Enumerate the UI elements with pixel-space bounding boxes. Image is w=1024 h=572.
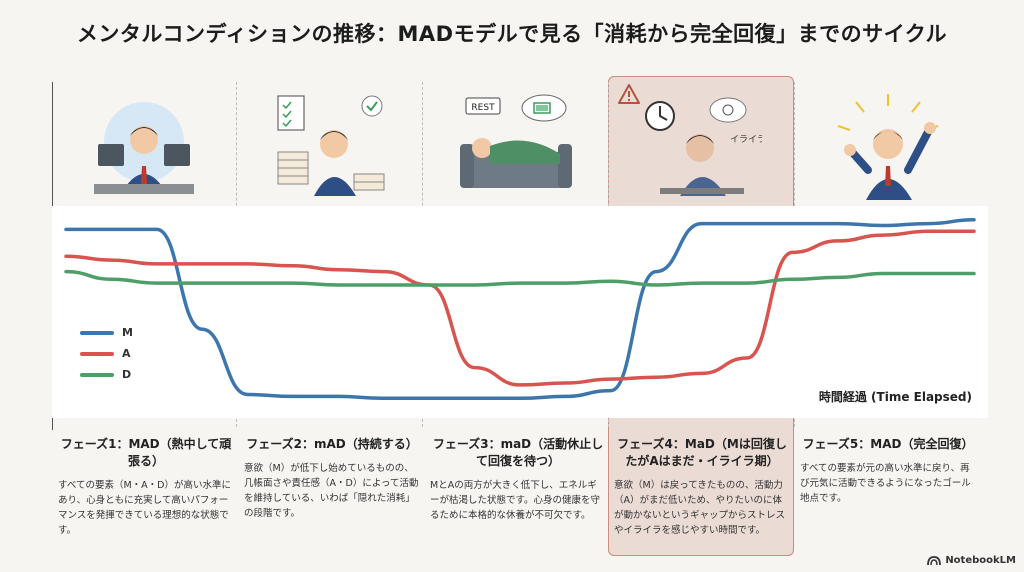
legend-label-a: A	[122, 347, 131, 360]
phase-2: フェーズ2：mAD（持続する） 意欲（M）が低下し始めているものの、几帳面さや責…	[244, 436, 420, 521]
notebooklm-logo-icon	[927, 555, 942, 565]
irritation-word: イライラ	[730, 134, 762, 145]
chart-legend: M A D	[80, 322, 133, 385]
phase-title: フェーズ3：maD（活動休止して回復を待つ）	[432, 437, 604, 468]
x-axis-label: 時間経過 (Time Elapsed)	[819, 388, 972, 405]
phase-3: フェーズ3：maD（活動休止して回復を待つ） MとAの両方が大きく低下し、エネル…	[430, 436, 606, 523]
phase-description: すべての要素（M・A・D）が高い水準にあり、心身ともに充実して高いパフォーマンス…	[58, 480, 231, 536]
legend-swatch-m	[80, 330, 114, 335]
phase-4: フェーズ4：MaD（Mは回復したがAはまだ・イライラ期） 意欲（M）は戻ってきた…	[614, 436, 790, 538]
x-axis-label-main: 時間経過 (Time Elapsed)	[818, 390, 972, 404]
phase-description: 意欲（M）が低下し始めているものの、几帳面さや責任感（A・D）によって活動を維持…	[244, 463, 419, 519]
focused-worker-illustration	[94, 102, 194, 194]
series-line-d	[64, 269, 976, 287]
phase-description: 意欲（M）は戻ってきたものの、活動力（A）がまだ低いため、やりたいのに体が動かな…	[614, 480, 786, 536]
warning-icon	[618, 84, 640, 104]
phase-1: フェーズ1：MAD（熱中して頑張る） すべての要素（M・A・D）が高い水準にあり…	[58, 436, 234, 538]
legend-item-a: A	[80, 343, 133, 364]
series-line-m	[64, 218, 976, 401]
brand-watermark: NotebookLM	[927, 555, 1016, 566]
legend-item-d: D	[80, 364, 133, 385]
phase-title: フェーズ4：MaD（Mは回復したがAはまだ・イライラ期）	[617, 437, 787, 468]
phase-description: すべての要素が元の高い水準に戻り、再び元気に活動できるようになったゴール地点です…	[800, 463, 971, 504]
rest-sign-text: REST	[471, 103, 495, 113]
legend-swatch-d	[80, 372, 114, 377]
celebrating-worker-illustration	[837, 94, 939, 200]
phase-title: フェーズ1：MAD（熱中して頑張る）	[60, 437, 232, 468]
phase-title: フェーズ5：MAD（完全回復）	[802, 437, 974, 451]
page-title: メンタルコンディションの推移：MADモデルで見る「消耗から完全回復」までのサイク…	[76, 22, 948, 46]
brand-name: NotebookLM	[945, 555, 1016, 566]
irritated-worker-illustration: イライラ	[645, 97, 762, 196]
resting-on-sofa-illustration: REST	[460, 94, 572, 188]
paperwork-worker-illustration	[277, 95, 385, 196]
legend-label-d: D	[122, 368, 132, 381]
legend-swatch-a	[80, 351, 114, 356]
phase-description: MとAの両方が大きく低下し、エネルギーが枯渇した状態です。心身の健康を守るために…	[430, 480, 601, 521]
legend-label-m: M	[122, 326, 133, 339]
series-line-a	[64, 229, 976, 387]
phase-5: フェーズ5：MAD（完全回復） すべての要素が元の高い水準に戻り、再び元気に活動…	[800, 436, 976, 506]
legend-item-m: M	[80, 322, 133, 343]
phase-title: フェーズ2：mAD（持続する）	[246, 437, 418, 451]
